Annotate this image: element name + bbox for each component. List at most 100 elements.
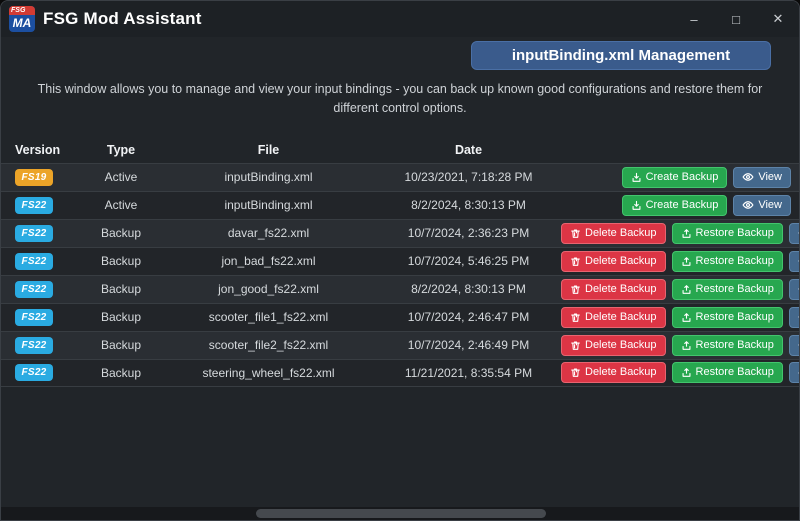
delete-backup-button-label: Delete Backup	[585, 338, 657, 351]
table-row: FS22 Backup davar_fs22.xml 10/7/2024, 2:36:…	[1, 218, 799, 247]
restore-backup-button[interactable]: Restore Backup	[671, 306, 783, 328]
restore-backup-button-icon	[681, 256, 692, 267]
date-cell: 10/7/2024, 5:46:25 PM	[407, 254, 530, 269]
version-badge: FS22	[15, 280, 53, 298]
empty-area	[1, 387, 799, 507]
view-button-icon	[742, 199, 754, 211]
date-cell: 10/7/2024, 2:36:23 PM	[407, 226, 530, 241]
restore-backup-button-label: Restore Backup	[695, 366, 774, 379]
version-badge: FS22	[15, 364, 53, 382]
table-row: FS22 Backup jon_bad_fs22.xml 10/7/2024, 5:4…	[1, 246, 799, 275]
version-badge: FS22	[15, 224, 53, 242]
actions-cell: Delete Backup Restore Backup View	[561, 306, 799, 328]
view-button[interactable]: View	[788, 362, 799, 384]
type-cell: Active	[104, 198, 138, 213]
actions-cell: Delete Backup Restore Backup View	[561, 250, 799, 272]
view-button-icon	[742, 171, 754, 183]
restore-backup-button[interactable]: Restore Backup	[671, 222, 783, 244]
create-backup-button[interactable]: Create Backup	[621, 166, 728, 188]
version-badge: FS22	[15, 308, 53, 326]
restore-backup-button-icon	[681, 367, 692, 378]
create-backup-button-label: Create Backup	[645, 198, 719, 211]
minimize-icon[interactable]: –	[690, 11, 698, 27]
table-row: FS22 Backup jon_good_fs22.xml 8/2/2024, 8:3…	[1, 274, 799, 303]
restore-backup-button-label: Restore Backup	[695, 282, 774, 295]
delete-backup-button-icon	[570, 228, 581, 239]
actions-cell: Delete Backup Restore Backup View	[561, 278, 799, 300]
table-row: FS22 Backup steering_wheel_fs22.xml 11/21/2…	[1, 358, 799, 387]
delete-backup-button[interactable]: Delete Backup	[561, 250, 666, 272]
page-title-badge: inputBinding.xml Management	[471, 41, 771, 70]
delete-backup-button[interactable]: Delete Backup	[561, 306, 666, 328]
restore-backup-button[interactable]: Restore Backup	[671, 334, 783, 356]
delete-backup-button-icon	[570, 340, 581, 351]
restore-backup-button[interactable]: Restore Backup	[671, 278, 783, 300]
table-row: FS22 Backup scooter_file1_fs22.xml 10/7/202…	[1, 302, 799, 331]
restore-backup-button-label: Restore Backup	[695, 310, 774, 323]
header-type: Type	[106, 142, 136, 157]
view-button[interactable]: View	[788, 250, 799, 272]
logo-fsg-text: FSG	[9, 6, 35, 15]
view-button[interactable]: View	[788, 222, 799, 244]
view-button[interactable]: View	[733, 194, 791, 216]
version-badge: FS19	[15, 168, 53, 186]
view-button[interactable]: View	[733, 166, 791, 188]
close-icon[interactable]: ✕	[772, 11, 784, 26]
app-logo-icon: FSG MA	[9, 6, 35, 32]
version-badge: FS22	[15, 196, 53, 214]
create-backup-button-icon	[631, 200, 642, 211]
table-row: FS22 Backup scooter_file2_fs22.xml 10/7/202…	[1, 330, 799, 359]
view-button[interactable]: View	[788, 306, 799, 328]
scrollbar-thumb[interactable]	[256, 509, 546, 518]
restore-backup-button[interactable]: Restore Backup	[671, 250, 783, 272]
delete-backup-button[interactable]: Delete Backup	[561, 222, 666, 244]
file-cell: inputBinding.xml	[224, 198, 313, 213]
delete-backup-button[interactable]: Delete Backup	[561, 362, 666, 384]
view-button[interactable]: View	[788, 278, 799, 300]
file-cell: inputBinding.xml	[224, 170, 313, 185]
file-cell: jon_good_fs22.xml	[218, 282, 319, 297]
version-badge: FS22	[15, 252, 53, 270]
create-backup-button-label: Create Backup	[645, 170, 719, 183]
version-badge: FS22	[15, 336, 53, 354]
restore-backup-button-label: Restore Backup	[695, 226, 774, 239]
file-cell: steering_wheel_fs22.xml	[202, 365, 335, 380]
type-cell: Backup	[100, 282, 142, 297]
delete-backup-button-label: Delete Backup	[585, 282, 657, 295]
titlebar: FSG MA FSG Mod Assistant – □ ✕	[1, 1, 799, 37]
restore-backup-button[interactable]: Restore Backup	[671, 362, 783, 384]
actions-cell: Create Backup View	[561, 166, 791, 188]
delete-backup-button-icon	[570, 367, 581, 378]
create-backup-button[interactable]: Create Backup	[621, 194, 728, 216]
delete-backup-button-label: Delete Backup	[585, 310, 657, 323]
delete-backup-button-icon	[570, 284, 581, 295]
actions-cell: Create Backup View	[561, 194, 791, 216]
logo-ma-text: MA	[12, 16, 32, 30]
type-cell: Backup	[100, 254, 142, 269]
maximize-icon[interactable]: □	[732, 11, 740, 27]
horizontal-scrollbar[interactable]	[1, 507, 799, 520]
bindings-table: Version Type File Date FS19 Active inputBi…	[1, 137, 799, 387]
delete-backup-button-icon	[570, 312, 581, 323]
table-header-row: Version Type File Date	[1, 137, 799, 163]
create-backup-button-icon	[631, 172, 642, 183]
file-cell: davar_fs22.xml	[227, 226, 310, 241]
file-cell: scooter_file1_fs22.xml	[208, 310, 329, 325]
type-cell: Active	[104, 170, 138, 185]
view-button[interactable]: View	[788, 334, 799, 356]
restore-backup-button-icon	[681, 284, 692, 295]
date-cell: 11/21/2021, 8:35:54 PM	[404, 365, 533, 380]
delete-backup-button-icon	[570, 256, 581, 267]
table-body: FS19 Active inputBinding.xml 10/23/2021, 7:…	[1, 162, 799, 387]
type-cell: Backup	[100, 338, 142, 353]
type-cell: Backup	[100, 226, 142, 241]
delete-backup-button[interactable]: Delete Backup	[561, 334, 666, 356]
restore-backup-button-label: Restore Backup	[695, 338, 774, 351]
header-version: Version	[15, 142, 61, 157]
delete-backup-button[interactable]: Delete Backup	[561, 278, 666, 300]
window-controls: – □ ✕	[673, 1, 799, 37]
date-cell: 8/2/2024, 8:30:13 PM	[411, 282, 526, 297]
view-button-label: View	[758, 198, 782, 211]
header-date: Date	[454, 142, 483, 157]
